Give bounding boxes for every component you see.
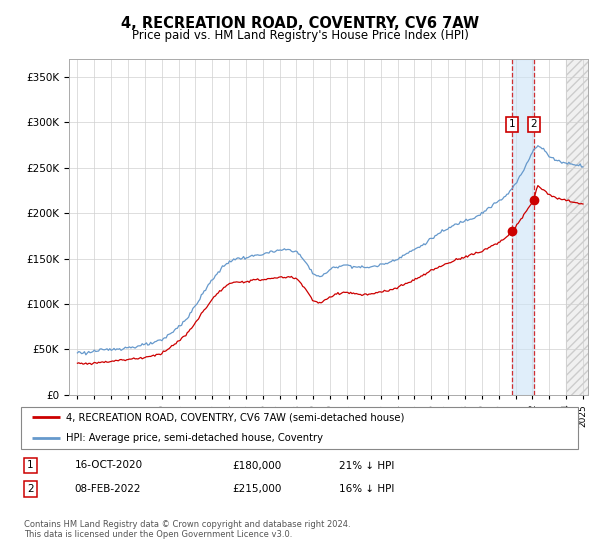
Text: 1: 1 <box>27 460 34 470</box>
Text: 16-OCT-2020: 16-OCT-2020 <box>74 460 143 470</box>
Text: £180,000: £180,000 <box>232 460 281 470</box>
Text: 08-FEB-2022: 08-FEB-2022 <box>74 484 141 494</box>
Text: 4, RECREATION ROAD, COVENTRY, CV6 7AW: 4, RECREATION ROAD, COVENTRY, CV6 7AW <box>121 16 479 31</box>
Text: 2: 2 <box>27 484 34 494</box>
FancyBboxPatch shape <box>21 407 578 449</box>
Bar <box>512 59 534 395</box>
Text: HPI: Average price, semi-detached house, Coventry: HPI: Average price, semi-detached house,… <box>66 433 323 444</box>
Text: Price paid vs. HM Land Registry's House Price Index (HPI): Price paid vs. HM Land Registry's House … <box>131 29 469 42</box>
Text: £215,000: £215,000 <box>232 484 281 494</box>
Text: 4, RECREATION ROAD, COVENTRY, CV6 7AW (semi-detached house): 4, RECREATION ROAD, COVENTRY, CV6 7AW (s… <box>66 412 404 422</box>
Text: Contains HM Land Registry data © Crown copyright and database right 2024.
This d: Contains HM Land Registry data © Crown c… <box>24 520 350 539</box>
Text: 1: 1 <box>509 119 515 129</box>
Bar <box>566 59 592 395</box>
Text: 2: 2 <box>530 119 537 129</box>
Text: 21% ↓ HPI: 21% ↓ HPI <box>340 460 395 470</box>
Text: 16% ↓ HPI: 16% ↓ HPI <box>340 484 395 494</box>
Bar <box>566 59 592 395</box>
